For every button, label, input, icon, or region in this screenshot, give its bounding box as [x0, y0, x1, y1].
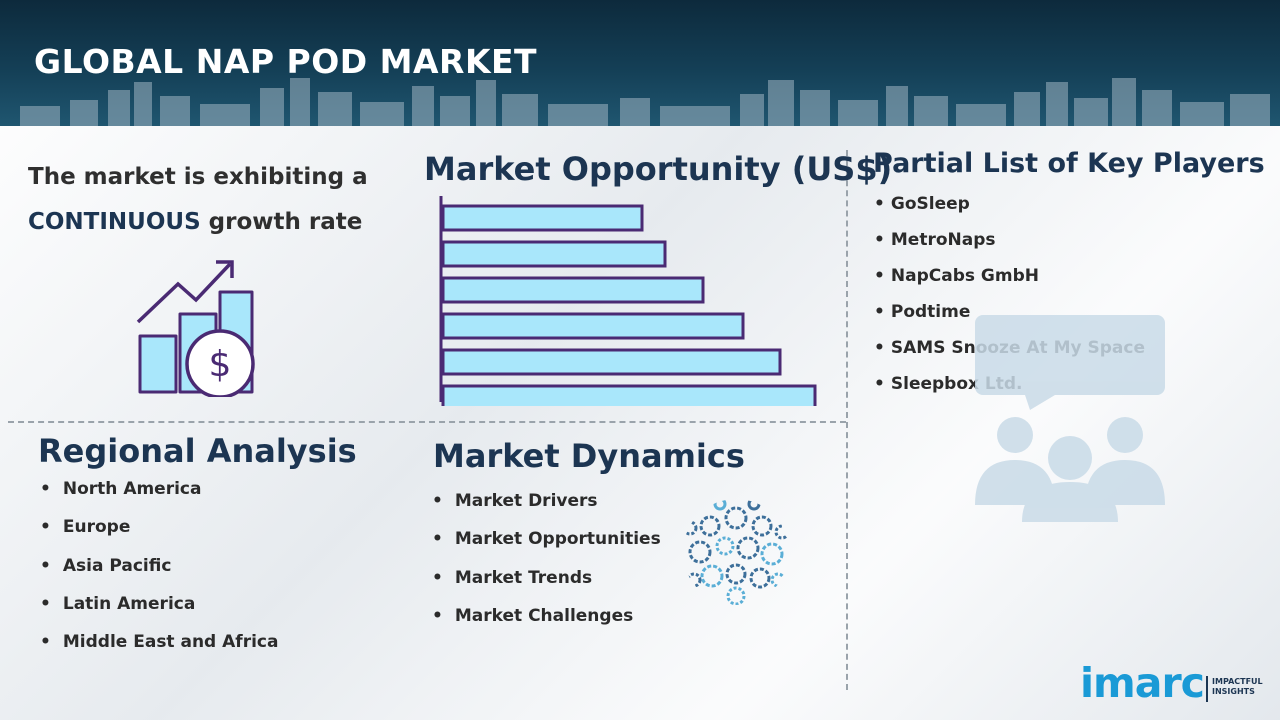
growth-line-2-rest: growth rate: [208, 209, 363, 235]
list-item: • Latin America: [40, 593, 196, 614]
list-item: • GoSleep: [874, 194, 970, 214]
list-item: • MetroNaps: [874, 230, 996, 250]
growth-line-1: The market is exhibiting a: [28, 164, 368, 190]
city-skyline-graphic: [20, 78, 1270, 126]
growth-statement: The market is exhibiting a CONTINUOUS gr…: [28, 155, 408, 245]
logo-tagline: IMPACTFUL INSIGHTS: [1212, 677, 1263, 696]
chart-bar-3: [441, 276, 705, 304]
list-item: • North America: [40, 479, 202, 499]
svg-text:$: $: [209, 344, 232, 385]
chart-bar-1: [441, 204, 644, 232]
list-item: • Market Challenges: [432, 605, 634, 626]
growth-highlight: CONTINUOUS: [28, 209, 201, 235]
growth-line-2: CONTINUOUS growth rate: [28, 200, 408, 245]
list-item: • Podtime: [874, 302, 971, 322]
regional-title: Regional Analysis: [38, 432, 357, 470]
horizontal-divider: [8, 421, 846, 423]
chart-bar-5: [441, 348, 782, 376]
chart-bar-6: [441, 384, 817, 406]
chart-bar-2: [441, 240, 667, 268]
gears-globe-icon: [683, 499, 789, 605]
people-chat-icon: [975, 315, 1165, 522]
list-item: • Market Opportunities: [432, 529, 661, 550]
vertical-divider: [846, 150, 848, 690]
list-item: • Middle East and Africa: [40, 632, 279, 653]
dynamics-list: • Market Drivers • Market Opportunities • M…: [432, 490, 661, 643]
list-item: • Market Drivers: [432, 491, 598, 511]
growth-chart-dollar-icon: $: [136, 260, 255, 397]
logo-wordmark: imarc: [1080, 659, 1205, 707]
opportunity-bar-chart: [439, 196, 817, 406]
list-item: • Europe: [40, 517, 131, 538]
logo-separator: [1206, 676, 1208, 702]
chart-bar-4: [441, 312, 745, 340]
regional-list: • North America • Europe • Asia Pacific • La…: [40, 478, 278, 669]
players-title: Partial List of Key Players: [873, 148, 1265, 179]
header-banner: GLOBAL NAP POD MARKET: [0, 0, 1280, 126]
list-item: • Asia Pacific: [40, 555, 172, 576]
list-item: • Market Trends: [432, 567, 593, 588]
list-item: • NapCabs GmbH: [874, 266, 1039, 286]
dynamics-title: Market Dynamics: [433, 437, 745, 475]
page-title: GLOBAL NAP POD MARKET: [34, 42, 538, 81]
opportunity-title: Market Opportunity (US$): [424, 150, 893, 188]
